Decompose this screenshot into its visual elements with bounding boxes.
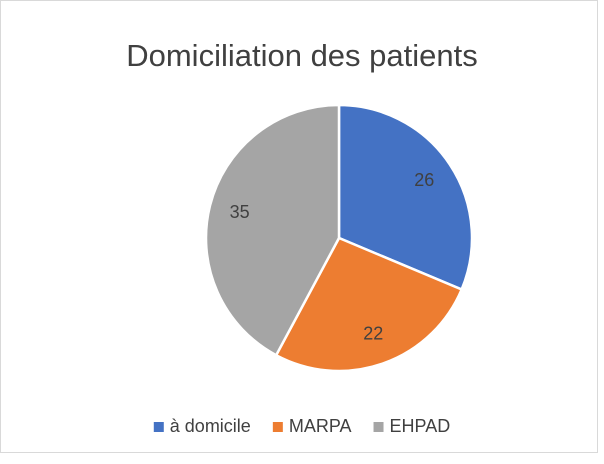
legend-swatch xyxy=(373,422,384,432)
pie-slice xyxy=(337,103,474,292)
data-label: 35 xyxy=(230,202,250,222)
legend-label: EHPAD xyxy=(390,416,451,436)
legend-swatch xyxy=(272,422,283,432)
pie-slice xyxy=(204,103,341,357)
legend-label: MARPA xyxy=(289,416,352,436)
data-label: 26 xyxy=(414,170,434,190)
chart-title: Domiciliation des patients xyxy=(126,38,478,73)
data-label: 22 xyxy=(363,323,383,343)
legend-label: à domicile xyxy=(170,416,251,436)
legend-swatch xyxy=(153,422,164,432)
